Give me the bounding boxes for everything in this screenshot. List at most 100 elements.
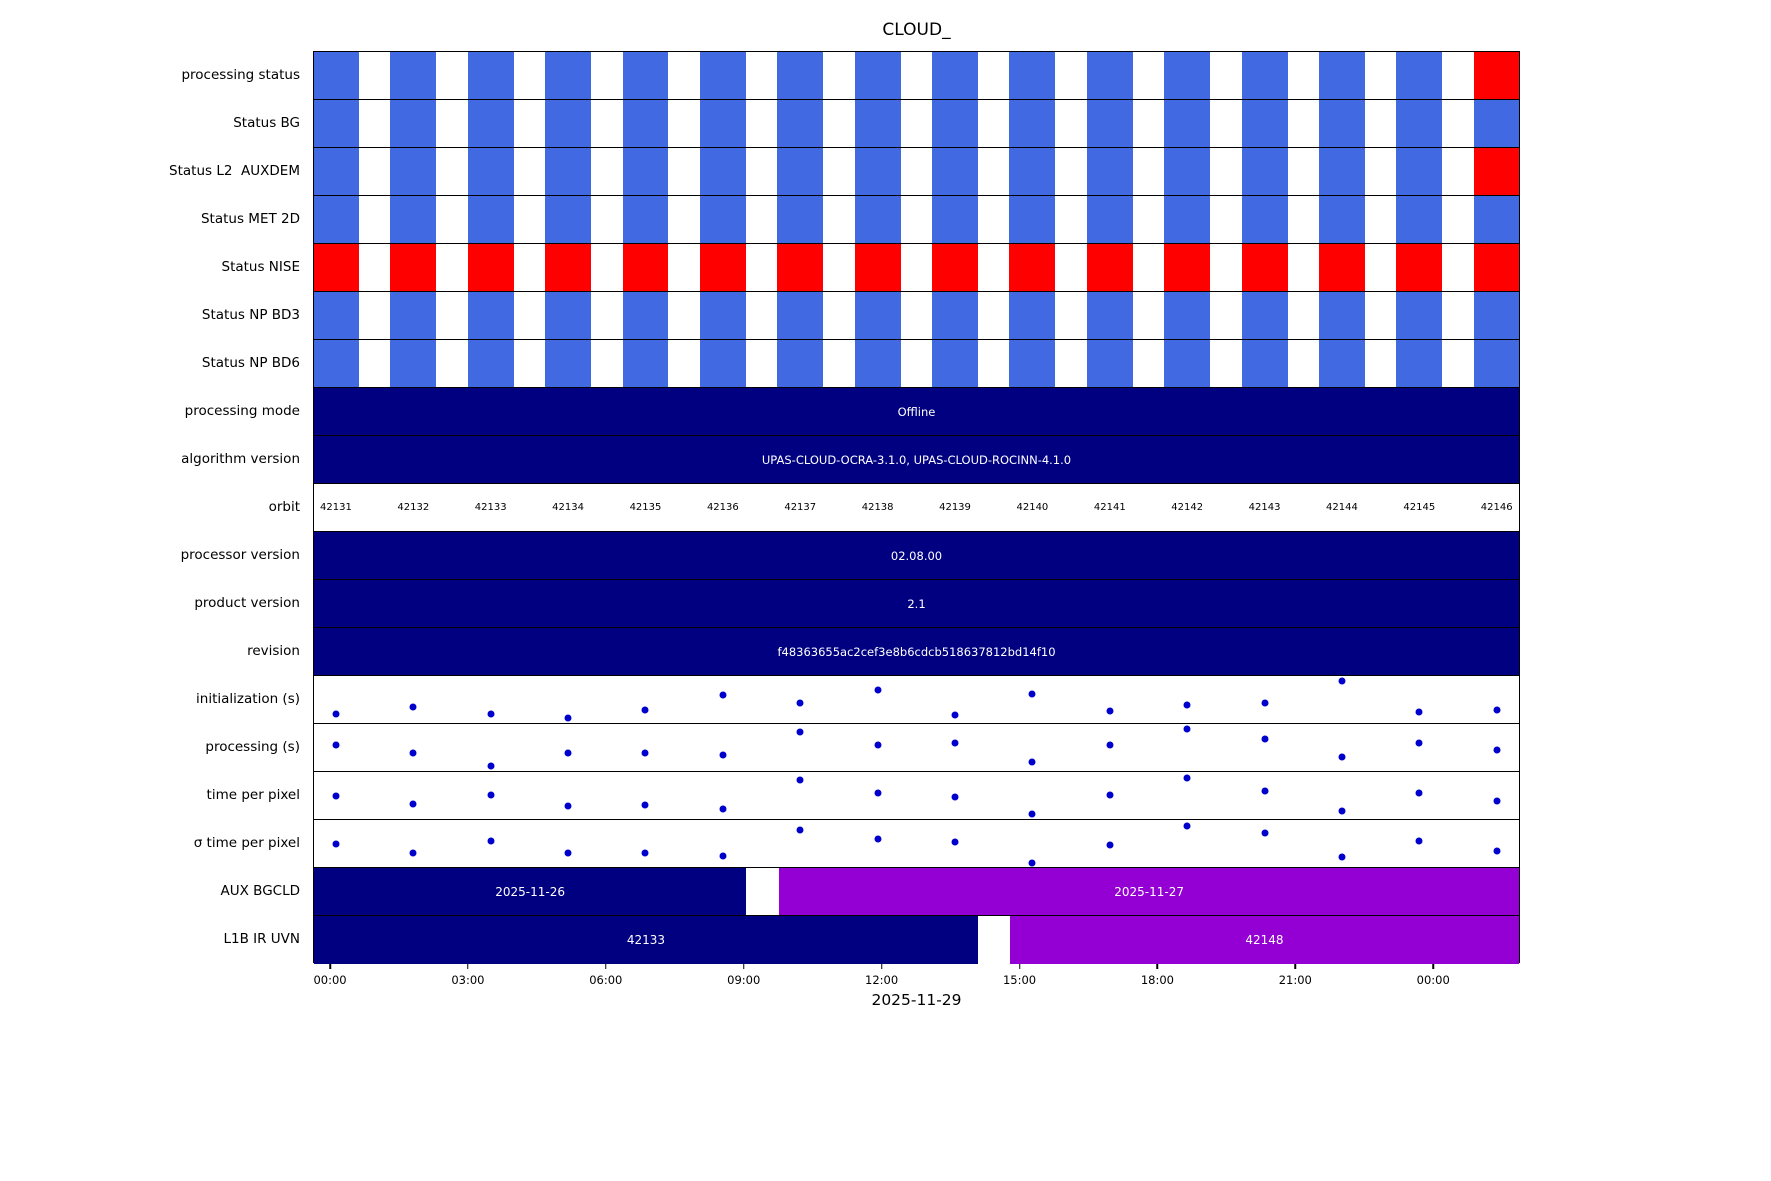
scatter-dot	[641, 749, 649, 757]
status-block	[777, 100, 824, 147]
scatter-dot	[1106, 707, 1114, 715]
scatter-dot	[1028, 810, 1036, 818]
orbit-number: 42141	[1093, 502, 1126, 513]
scatter-dot	[1261, 787, 1269, 795]
x-tick-mark	[1294, 964, 1297, 969]
orbit-number: 42138	[861, 502, 894, 513]
scatter-dot	[1493, 746, 1501, 754]
status-block	[854, 244, 901, 291]
status-block	[1009, 244, 1056, 291]
x-tick-label: 00:00	[313, 973, 347, 987]
status-block	[467, 148, 514, 195]
orbit-number: 42145	[1403, 502, 1436, 513]
status-block	[545, 100, 592, 147]
status-block	[1086, 100, 1133, 147]
bar-value: 02.08.00	[890, 548, 943, 563]
scatter-dot	[1028, 690, 1036, 698]
row-label-6: Status NP BD6	[201, 355, 300, 371]
status-block	[932, 148, 978, 195]
row-status	[314, 52, 1519, 100]
scatter-dot	[719, 852, 727, 860]
status-block	[1009, 340, 1056, 387]
status-block	[545, 292, 592, 339]
status-block	[390, 244, 437, 291]
row-label-12: revision	[247, 643, 300, 659]
status-block	[932, 100, 978, 147]
orbit-number: 42140	[1016, 502, 1049, 513]
x-tick-label: 03:00	[451, 973, 485, 987]
status-block	[777, 196, 824, 243]
scatter-dot	[487, 762, 495, 770]
scatter-dot	[1415, 789, 1423, 797]
status-block	[1164, 340, 1211, 387]
scatter-dot	[874, 835, 882, 843]
x-tick-mark	[1156, 964, 1159, 969]
scatter-dot	[1261, 829, 1269, 837]
status-block	[314, 340, 359, 387]
orbit-number: 42132	[397, 502, 430, 513]
scatter-dot	[796, 776, 804, 784]
x-tick-label: 21:00	[1278, 973, 1312, 987]
scatter-dot	[1261, 699, 1269, 707]
status-block	[1396, 52, 1443, 99]
row-scatter	[314, 724, 1519, 772]
x-tick-label: 06:00	[589, 973, 623, 987]
status-block	[777, 340, 824, 387]
status-block	[1009, 196, 1056, 243]
scatter-dot	[332, 741, 340, 749]
scatter-dot	[1183, 822, 1191, 830]
row-label-18: L1B IR UVN	[223, 931, 300, 947]
status-block	[622, 148, 669, 195]
status-block	[390, 148, 437, 195]
orbit-number: 42131	[320, 502, 352, 513]
scatter-dot	[951, 711, 959, 719]
row-label-9: orbit	[268, 499, 300, 515]
status-block	[467, 244, 514, 291]
status-block	[545, 52, 592, 99]
scatter-dot	[487, 710, 495, 718]
scatter-dot	[1106, 791, 1114, 799]
status-block	[1241, 292, 1288, 339]
row-text: 02.08.00	[314, 532, 1519, 580]
status-block	[622, 244, 669, 291]
row-label-15: time per pixel	[206, 787, 300, 803]
scatter-dot	[1493, 706, 1501, 714]
bar-value: UPAS-CLOUD-OCRA-3.1.0, UPAS-CLOUD-ROCINN…	[761, 452, 1072, 467]
x-tick-label: 00:00	[1416, 973, 1450, 987]
status-block	[932, 292, 978, 339]
scatter-dot	[1415, 739, 1423, 747]
status-block	[1086, 340, 1133, 387]
scatter-dot	[1106, 841, 1114, 849]
status-block	[854, 340, 901, 387]
status-block	[1009, 292, 1056, 339]
status-block	[1164, 244, 1211, 291]
status-block	[1086, 292, 1133, 339]
status-block	[314, 196, 359, 243]
status-block	[314, 52, 359, 99]
row-label-0: processing status	[181, 67, 300, 83]
row-segments: 42133 42148	[314, 916, 1519, 964]
scatter-dot	[1415, 837, 1423, 845]
row-label-5: Status NP BD3	[201, 307, 300, 323]
scatter-dot	[564, 749, 572, 757]
scatter-dot	[1028, 859, 1036, 867]
orbit-number: 42135	[629, 502, 662, 513]
scatter-dot	[487, 791, 495, 799]
scatter-dot	[409, 703, 417, 711]
status-block	[1241, 196, 1288, 243]
status-block	[390, 52, 437, 99]
status-block	[1241, 100, 1288, 147]
segment: 42148	[1009, 916, 1519, 964]
status-block	[1318, 100, 1365, 147]
orbit-number: 42146	[1480, 502, 1513, 513]
row-label-17: AUX BGCLD	[220, 883, 300, 899]
scatter-dot	[874, 789, 882, 797]
row-orbit: 42131 42132 42133 42134 42135 42136 42137 42138…	[314, 484, 1519, 532]
x-tick-label: 09:00	[727, 973, 761, 987]
row-label-1: Status BG	[233, 115, 300, 131]
status-block	[1473, 52, 1519, 99]
x-tick-mark	[1018, 964, 1021, 969]
status-block	[932, 196, 978, 243]
scatter-dot	[1338, 807, 1346, 815]
orbit-number: 42136	[706, 502, 739, 513]
